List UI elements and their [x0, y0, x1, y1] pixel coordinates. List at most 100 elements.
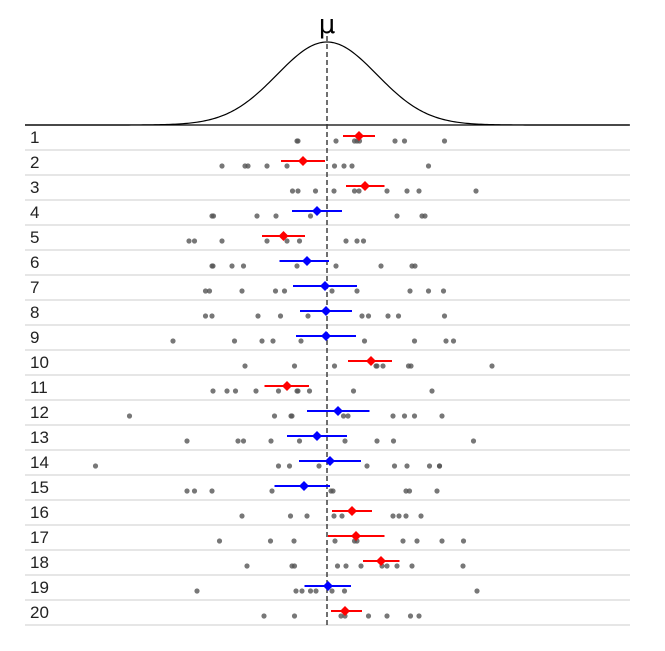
sample-point: [209, 488, 215, 494]
sample-point: [231, 338, 238, 344]
sample-point: [289, 188, 296, 194]
sample-point: [404, 463, 410, 469]
sample-mean-marker: [354, 131, 364, 141]
sample-point: [426, 463, 433, 469]
sample-point: [434, 488, 440, 494]
sample-point: [92, 463, 99, 469]
sample-point: [270, 338, 276, 344]
row-label: 8: [30, 303, 39, 322]
sample-mean-marker: [376, 556, 386, 566]
row-label: 9: [30, 328, 39, 347]
sample-point: [329, 288, 335, 294]
row-label: 5: [30, 228, 39, 247]
sample-point: [395, 313, 402, 319]
sample-mean-marker: [360, 181, 370, 191]
sample-mean-marker: [320, 281, 330, 291]
sample-point: [209, 263, 215, 269]
sample-point: [394, 563, 400, 569]
sample-point: [416, 188, 422, 194]
sample-point: [295, 388, 301, 394]
sample-mean-marker: [325, 456, 335, 466]
sample-point: [332, 538, 338, 544]
sample-point: [384, 188, 390, 194]
sample-point: [240, 438, 247, 444]
row-label: 7: [30, 278, 39, 297]
sample-point: [361, 338, 368, 344]
sample-point: [313, 588, 319, 594]
sample-point: [286, 463, 293, 469]
sample-point: [350, 388, 357, 394]
sample-point: [436, 463, 443, 469]
sample-point: [331, 513, 337, 519]
sample-point: [351, 188, 358, 194]
sample-mean-marker: [333, 406, 343, 416]
sample-point: [401, 413, 408, 419]
sample-point: [409, 563, 415, 569]
sample-point: [460, 563, 466, 569]
sample-point: [209, 313, 215, 319]
sample-point: [396, 513, 402, 519]
sample-point: [244, 563, 250, 569]
sample-point: [414, 538, 420, 544]
sample-point: [374, 438, 380, 444]
sample-point: [304, 513, 310, 519]
row-label: 20: [30, 603, 49, 622]
sample-mean-marker: [298, 156, 308, 166]
sample-point: [261, 613, 267, 619]
sample-point: [354, 288, 360, 294]
sample-point: [312, 188, 319, 194]
sample-point: [380, 363, 386, 369]
sample-point: [356, 188, 362, 194]
sample-point: [339, 513, 345, 519]
sample-point: [253, 388, 259, 394]
row-label: 19: [30, 578, 49, 597]
sample-point: [403, 513, 409, 519]
row-label: 16: [30, 503, 49, 522]
sample-point: [277, 313, 284, 319]
sample-point: [333, 138, 339, 144]
sample-point: [239, 288, 245, 294]
sample-point: [216, 538, 223, 544]
sample-point: [429, 388, 435, 394]
sample-mean-marker: [340, 606, 350, 616]
sample-point: [364, 463, 370, 469]
sample-point: [126, 413, 133, 419]
sample-point: [392, 138, 398, 144]
sample-point: [460, 538, 467, 544]
sample-point: [329, 588, 335, 594]
sample-point: [170, 338, 176, 344]
sample-point: [354, 238, 360, 244]
sample-point: [385, 313, 391, 319]
sample-point: [345, 413, 351, 419]
sample-mean-marker: [347, 506, 357, 516]
sample-point: [281, 288, 288, 294]
sample-point: [374, 363, 380, 369]
sample-point: [341, 163, 347, 169]
sample-mean-marker: [323, 581, 333, 591]
sample-point: [473, 188, 479, 194]
sample-mean-marker: [351, 531, 361, 541]
sample-point: [291, 613, 298, 619]
sample-point: [202, 313, 209, 319]
row-label: 3: [30, 178, 39, 197]
sample-point: [305, 313, 311, 319]
sample-point: [443, 338, 449, 344]
sample-point: [333, 263, 339, 269]
sample-point: [254, 213, 260, 219]
sample-point: [255, 313, 261, 319]
sample-point: [191, 238, 198, 244]
sample-point: [407, 288, 413, 294]
sample-point: [384, 563, 390, 569]
sample-point: [284, 238, 290, 244]
sample-point: [340, 413, 347, 419]
sample-point: [245, 163, 251, 169]
sample-point: [441, 313, 448, 319]
row-label: 13: [30, 428, 49, 447]
sample-point: [338, 613, 344, 619]
row-label: 1: [30, 128, 39, 147]
sample-point: [232, 388, 239, 394]
sample-point: [229, 263, 235, 269]
sample-point: [264, 238, 270, 244]
sample-point: [272, 288, 279, 294]
sample-point: [296, 438, 303, 444]
